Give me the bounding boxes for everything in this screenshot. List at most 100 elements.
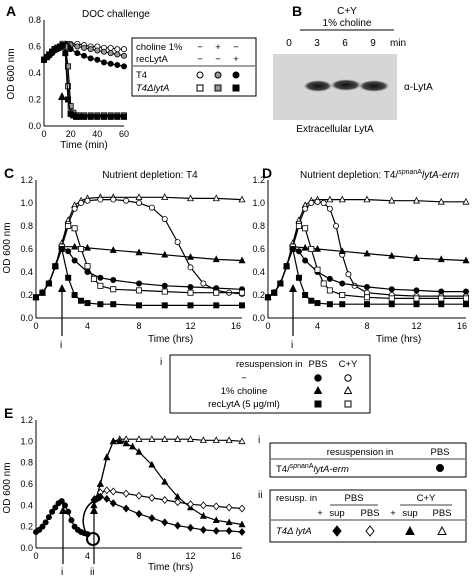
data-point-filled-circle <box>49 508 56 515</box>
panel-c-y-ticks: 0.0 0.2 0.4 0.6 0.8 1.0 1.2 <box>20 175 33 323</box>
panel-c-xtick: 8 <box>136 321 141 331</box>
blot-header-choline: 1% choline <box>323 18 372 29</box>
panel-a-legend-box <box>131 37 257 97</box>
data-point-open-triangle <box>326 195 334 203</box>
data-point-filled-square <box>62 50 69 57</box>
data-point-open-circle <box>200 280 207 287</box>
data-point-filled-square <box>308 297 315 304</box>
panel-c-ytick: 0.2 <box>20 290 33 300</box>
data-point-filled-circle <box>413 287 420 294</box>
data-point-filled-triangle <box>116 437 124 445</box>
legend-e-i-strain: T4/spnanAlytA-erm <box>276 463 349 475</box>
data-point-open-diamond <box>161 496 169 504</box>
panel-letter-e: E <box>4 405 13 421</box>
legend-open-triangle <box>437 525 447 535</box>
data-point-open-square <box>110 286 117 293</box>
legend-e-i-box <box>269 442 467 478</box>
data-point-grey-circle <box>87 46 94 53</box>
data-point-open-diamond <box>148 493 156 502</box>
data-point-filled-square <box>161 302 168 309</box>
data-point-open-circle <box>174 239 181 246</box>
panel-e-arrow-i-label: i <box>61 567 63 576</box>
data-point-filled-square <box>326 301 333 308</box>
data-point-filled-square <box>413 301 420 308</box>
data-point-open-circle <box>135 199 142 206</box>
data-point-grey-circle <box>101 48 108 55</box>
panel-e-y-ticks: 0.0 0.2 0.4 0.6 0.8 1.0 1.2 <box>20 415 33 553</box>
data-point-filled-triangle <box>238 520 246 528</box>
panel-d-xtick: 4 <box>315 321 320 331</box>
data-point-open-square <box>78 245 85 252</box>
blot-band <box>303 80 333 92</box>
data-point-filled-circle <box>97 274 104 281</box>
data-point-filled-diamond <box>148 514 156 523</box>
data-point-open-circle <box>320 199 327 206</box>
panel-d-title-sup2: nanA <box>406 169 423 176</box>
data-point-filled-triangle <box>109 246 117 253</box>
legend-e-ii-subcol: + <box>317 508 323 519</box>
data-point-filled-square <box>84 300 91 307</box>
blot-time: 0 <box>286 38 292 49</box>
data-point-open-diamond <box>199 501 207 510</box>
data-point-open-diamond <box>225 503 233 512</box>
data-point-filled-square <box>438 301 445 308</box>
data-point-filled-triangle <box>161 250 169 258</box>
panel-a-ytick: 0.0 <box>28 121 41 131</box>
legend-filled-square <box>314 400 322 408</box>
legend-mark: + <box>215 42 221 53</box>
legend-cd: i resuspension in PBS C+Y − 1% choline r… <box>160 354 371 414</box>
data-point-filled-square <box>71 291 78 298</box>
data-point-filled-square <box>289 245 296 252</box>
data-point-filled-square <box>114 113 121 120</box>
data-point-open-triangle <box>174 435 182 442</box>
panel-e-arrow-ii-label: ii <box>90 567 94 576</box>
data-point-filled-circle <box>39 523 46 530</box>
data-point-filled-triangle <box>437 255 445 263</box>
data-point-open-circle <box>148 204 155 211</box>
data-point-filled-circle <box>187 283 194 290</box>
data-point-filled-diamond <box>135 509 143 518</box>
data-point-filled-diamond <box>199 525 207 534</box>
data-point-filled-circle <box>161 282 168 289</box>
data-point-open-diamond <box>174 498 182 507</box>
panel-c-ylabel: OD 600 nm <box>2 222 13 273</box>
blot-band <box>358 80 390 92</box>
data-point-open-square <box>71 225 78 232</box>
data-point-open-triangle <box>462 197 470 205</box>
data-point-filled-triangle <box>148 460 156 468</box>
panel-e-plot <box>33 435 246 538</box>
panel-d-xtick: 16 <box>457 321 467 331</box>
blot-header-medium: C+Y <box>337 6 357 17</box>
legend-mark: − <box>215 54 221 65</box>
data-point-filled-circle <box>67 46 74 53</box>
panel-c-xtick: 16 <box>231 321 241 331</box>
data-point-filled-triangle <box>388 251 396 259</box>
legend-e-i-strain-prefix: T4/ <box>276 464 290 475</box>
panel-e-ytick: 0.4 <box>20 500 33 510</box>
data-point-open-circle <box>84 197 91 204</box>
data-point-filled-square <box>213 302 220 309</box>
panel-letter-c: C <box>4 165 14 181</box>
panel-e-arrow-i <box>59 506 67 564</box>
data-point-filled-square <box>107 113 114 120</box>
data-point-filled-square <box>135 302 142 309</box>
panel-c-ytick: 0.0 <box>20 313 33 323</box>
panel-d-ytick: 0.2 <box>252 290 265 300</box>
data-point-filled-circle <box>42 519 49 526</box>
panel-a-ytick: 0.2 <box>28 95 41 105</box>
data-point-open-triangle <box>148 435 156 442</box>
data-point-filled-diamond <box>109 499 117 508</box>
data-point-filled-triangle <box>212 255 220 263</box>
data-point-open-diamond <box>187 500 194 509</box>
legend-cd-header: resuspension in <box>236 359 303 370</box>
data-point-filled-circle <box>114 62 121 69</box>
panel-e-series-line-2 <box>93 440 243 526</box>
legend-filled-diamond <box>332 525 342 537</box>
panel-letter-d: D <box>262 165 272 181</box>
data-point-grey-circle <box>94 47 101 54</box>
panel-c-x-ticks: 0 4 8 12 16 <box>33 321 241 331</box>
data-point-open-circle <box>107 44 114 51</box>
data-point-filled-square <box>101 113 108 120</box>
data-point-filled-triangle <box>135 448 143 455</box>
data-point-filled-triangle <box>83 243 92 251</box>
